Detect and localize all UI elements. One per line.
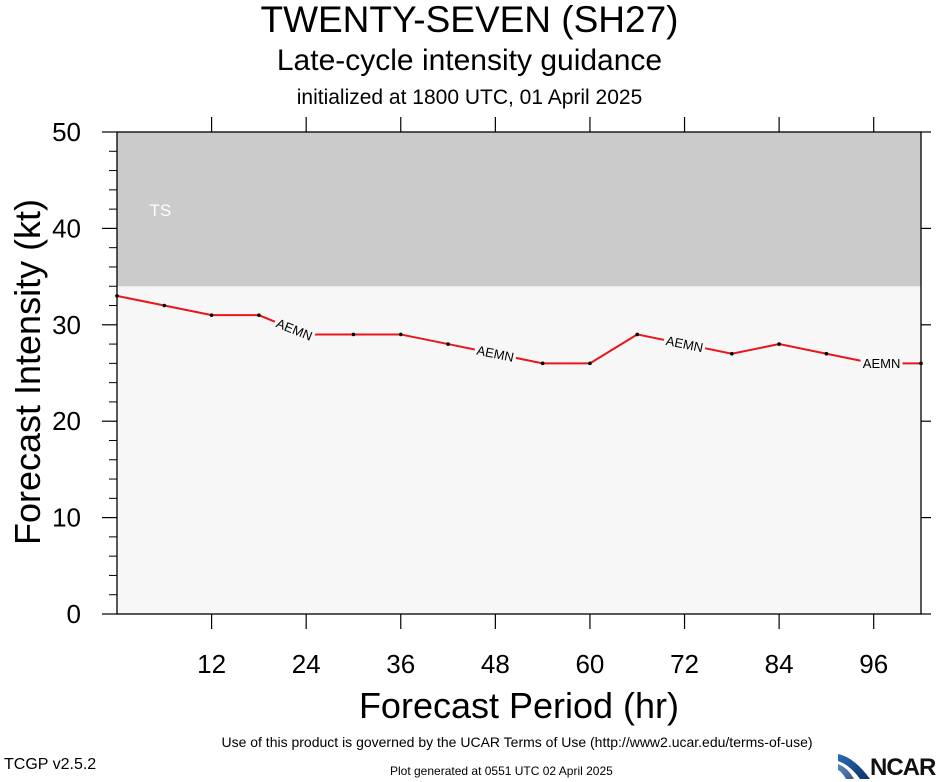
x-tick-label: 72 [670, 649, 699, 679]
data-point [777, 342, 781, 346]
y-tick-label: 40 [52, 213, 81, 243]
y-tick-label: 20 [52, 406, 81, 436]
y-tick-label: 0 [67, 599, 81, 629]
series-label: AEMN [475, 343, 515, 365]
chart-subtitle: Late-cycle intensity guidance [276, 44, 663, 77]
data-point [540, 361, 545, 366]
plot-frame [116, 131, 922, 615]
y-tick-label: 50 [52, 117, 81, 147]
x-tick-label: 48 [481, 649, 510, 679]
y-tick-label: 30 [52, 310, 81, 340]
data-point [730, 351, 734, 356]
x-tick-label: 36 [386, 649, 415, 679]
data-point [446, 342, 450, 346]
data-point [351, 332, 356, 337]
x-tick-label: 96 [859, 649, 888, 679]
ncar-logo-icon [838, 754, 870, 779]
x-tick-label: 60 [575, 649, 604, 679]
data-point [162, 303, 167, 308]
series-label-bg [662, 333, 707, 356]
x-tick-label: 24 [292, 649, 321, 679]
data-point [398, 332, 403, 337]
ncar-logo-text: NCAR [870, 754, 936, 781]
series-label: AEMN [665, 333, 705, 355]
x-tick-label: 84 [765, 649, 794, 679]
data-point [257, 313, 261, 317]
ts-band [117, 132, 921, 287]
y-tick-label: 10 [52, 503, 81, 533]
series-label-bg [860, 356, 903, 371]
generated-time: Plot generated at 0551 UTC 02 April 2025 [390, 764, 613, 778]
data-point [824, 351, 829, 356]
x-axis-label: Forecast Period (hr) [359, 685, 679, 726]
data-point [588, 361, 592, 366]
version-label: TCGP v2.5.2 [4, 756, 97, 773]
terms-of-use: Use of this product is governed by the U… [221, 734, 813, 750]
chart-title: TWENTY-SEVEN (SH27) [260, 0, 679, 40]
data-point [635, 332, 640, 337]
series-label-bg [473, 342, 518, 365]
ts-band-label: TS [149, 201, 171, 220]
series-label: AEMN [863, 356, 901, 371]
series-label-bg [272, 315, 317, 345]
init-time: initialized at 1800 UTC, 01 April 2025 [296, 86, 643, 109]
series-line-aemn [116, 294, 921, 365]
data-point [209, 313, 214, 317]
x-tick-label: 12 [197, 649, 226, 679]
y-axis-label: Forecast Intensity (kt) [7, 199, 48, 545]
